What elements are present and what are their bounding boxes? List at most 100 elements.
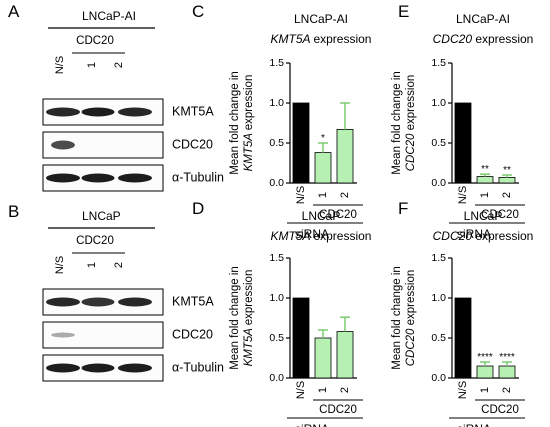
bar [292,297,310,379]
chart-title: LNCaP [302,209,341,223]
bar [314,337,332,379]
x-tick-label: 1 [317,192,329,198]
blot-box [42,321,164,349]
band [51,140,75,150]
band [81,173,115,183]
y-tick-label: 1.0 [269,97,284,109]
protein-label: CDC20 [172,327,213,341]
significance-marker: ** [481,164,489,175]
lane-label: 2 [113,62,125,68]
x-tick-label: 2 [339,192,351,198]
bar [292,102,310,184]
y-tick-label: 1.0 [269,292,284,304]
x-axis-label: siRNA [295,227,329,241]
chart-subtitle: KMT5A expression [271,32,372,46]
lane-label: 2 [113,262,125,268]
chart-title: LNCaP [464,209,503,223]
significance-marker: ** [503,165,511,176]
x-axis-label: siRNA [457,422,491,427]
lane-label: N/S [54,256,66,274]
y-tick-label: 0.0 [431,372,446,384]
protein-label: α-Tubulin [172,170,224,184]
y-tick-label: 1.0 [431,292,446,304]
y-axis-label: Mean fold change in [391,71,403,175]
band [46,297,80,307]
y-tick-label: 0.0 [269,372,284,384]
y-tick-label: 0.5 [269,332,284,344]
y-axis-label-gene: KMT5A expression [243,75,255,172]
protein-label: KMT5A [172,104,214,118]
lane-label: 1 [86,262,98,268]
x-tick-label: N/S [295,381,307,399]
band [46,363,80,373]
y-axis-label: Mean fold change in [229,266,241,370]
x-tick-label: N/S [295,186,307,204]
bar [454,102,472,184]
panel-letter: E [398,2,409,21]
y-axis-label-gene: CDC20 expression [405,75,417,172]
bar [336,128,354,184]
bar [476,176,494,184]
bar [314,152,332,184]
bar [454,297,472,379]
x-tick-label: 1 [479,387,491,393]
band [81,297,115,307]
cell-line-label: LNCaP-AI [82,9,136,23]
significance-marker: **** [477,352,493,363]
band [118,297,152,307]
panel-letter: A [8,2,20,21]
x-tick-label: N/S [457,186,469,204]
panel-a: A LNCaP-AI CDC20 N/S 1 2 KMT5A CDC20 α-Tubulin [8,2,224,192]
x-axis-label: siRNA [295,422,329,427]
x-tick-label: 2 [339,387,351,393]
panel-b: B LNCaP CDC20 N/S 1 2 KMT5A CDC20 α-Tubulin [8,202,224,382]
y-axis-label: Mean fold change in [391,266,403,370]
y-tick-label: 0.5 [431,137,446,149]
sirna-group-label: CDC20 [76,235,114,247]
cell-line-label: LNCaP [82,209,121,223]
y-tick-label: 0.0 [269,177,284,189]
chart-subtitle: KMT5A expression [271,229,372,243]
x-tick-label: 2 [501,387,513,393]
bar [476,365,494,379]
lane-label: N/S [54,56,66,74]
y-axis-label: Mean fold change in [229,71,241,175]
band [118,363,152,373]
chart-subtitle: CDC20 expression [433,32,534,46]
y-tick-label: 1.5 [431,252,446,264]
lane-label: 1 [86,62,98,68]
band [118,107,152,117]
y-tick-label: 0.0 [431,177,446,189]
x-group-label: CDC20 [319,404,357,416]
x-tick-label: 1 [479,192,491,198]
x-tick-label: 2 [501,192,513,198]
panel-letter: F [398,199,408,218]
x-group-label: CDC20 [319,209,357,221]
x-tick-label: N/S [457,381,469,399]
significance-marker: * [321,133,325,144]
y-tick-label: 1.5 [269,57,284,69]
significance-marker: **** [499,352,515,363]
y-tick-label: 0.5 [269,137,284,149]
panel-letter: C [192,2,204,21]
x-tick-label: 1 [317,387,329,393]
panel-letter: B [8,202,19,221]
bar [498,176,516,184]
y-tick-label: 0.5 [431,332,446,344]
chart-panel-d: D LNCaP KMT5A expression Mean fold change i… [192,199,371,427]
sirna-group-label: CDC20 [76,35,114,47]
bar [498,365,516,379]
y-tick-label: 1.5 [269,252,284,264]
band [51,332,75,338]
panel-letter: D [192,199,204,218]
band [118,173,152,183]
band [46,173,80,183]
chart-title: LNCaP-AI [456,12,510,26]
band [81,363,115,373]
band [81,107,115,117]
bar [336,331,354,379]
y-tick-label: 1.0 [431,97,446,109]
